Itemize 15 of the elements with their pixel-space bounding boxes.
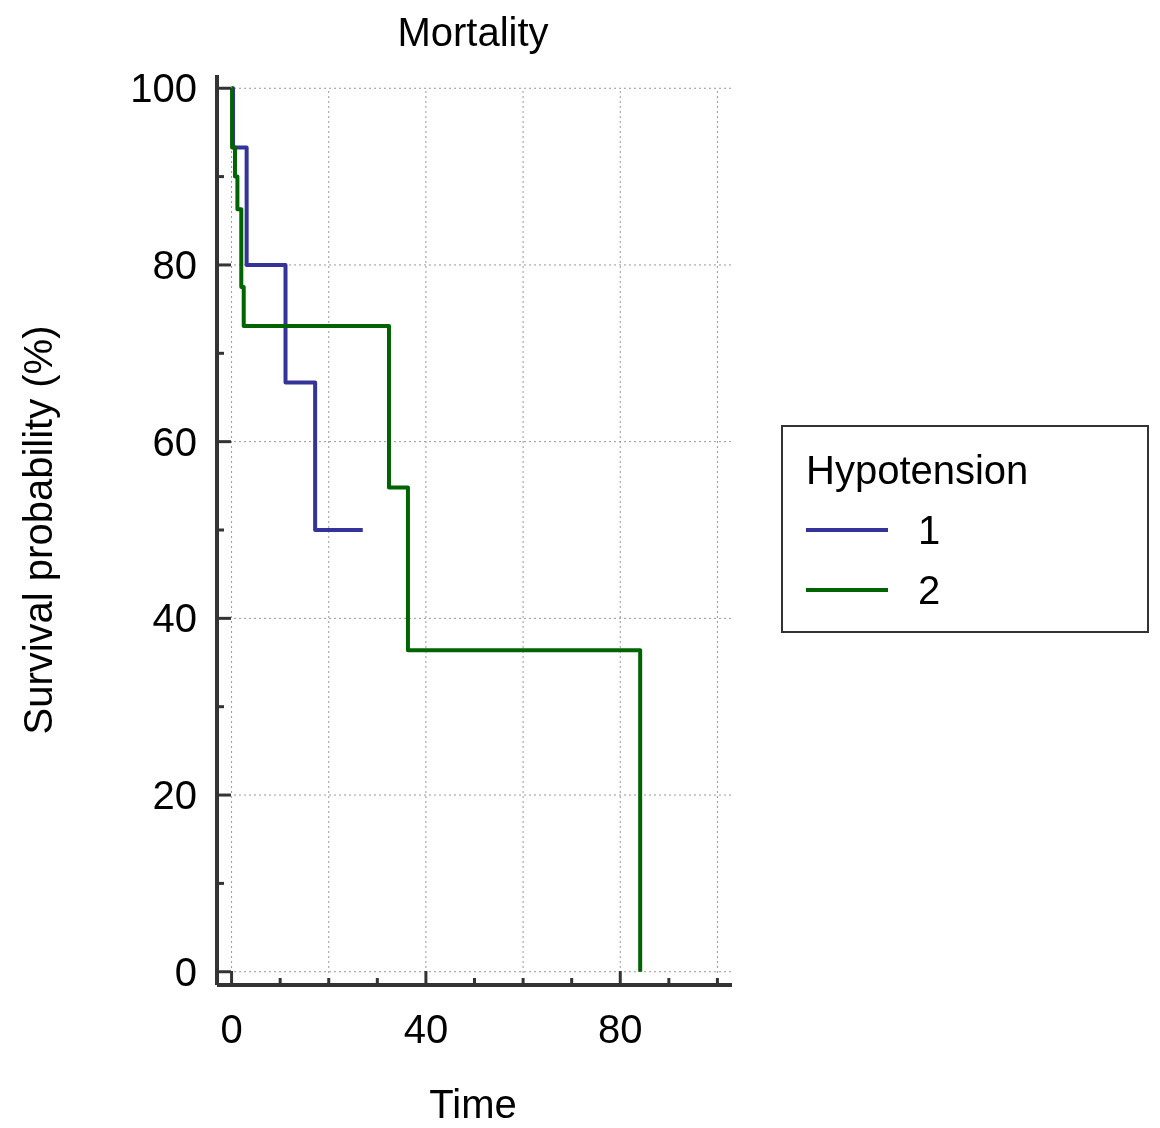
legend-label: 1: [918, 508, 941, 552]
y-tick-label: 80: [152, 242, 197, 287]
y-axis-title: Survival probability (%): [16, 325, 60, 735]
chart-title: Mortality: [397, 10, 549, 54]
y-tick-label: 20: [152, 773, 197, 818]
x-tick-label: 80: [598, 1007, 643, 1051]
legend-title: Hypotension: [806, 448, 1029, 492]
y-tick-label: 60: [152, 419, 197, 464]
x-tick-label: 0: [220, 1007, 243, 1051]
y-tick-label: 100: [130, 66, 197, 111]
x-axis-title: Time: [429, 1082, 517, 1126]
y-tick-label: 0: [174, 949, 197, 994]
y-tick-label: 40: [152, 596, 197, 641]
x-tick-label: 40: [403, 1007, 449, 1051]
legend-label: 2: [918, 568, 941, 612]
